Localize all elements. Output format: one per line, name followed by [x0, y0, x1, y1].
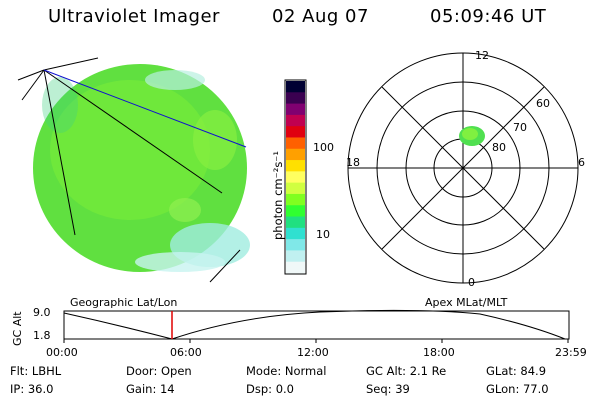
polar-label-6: 6	[578, 156, 585, 169]
colorbar-segment	[286, 227, 305, 240]
polar-plot	[347, 52, 579, 284]
polar-label-0: 0	[468, 276, 475, 289]
timeline-xtick-0600: 06:00	[170, 346, 202, 359]
colorbar-unit-label: photon cm⁻²s⁻¹	[271, 151, 285, 240]
status-ip: IP: 36.0	[10, 382, 54, 396]
status-gc-alt: GC Alt: 2.1 Re	[366, 364, 447, 378]
status-gain: Gain: 14	[126, 382, 175, 396]
image-date: 02 Aug 07	[272, 6, 369, 27]
polar-ring-80: 80	[492, 141, 506, 154]
polar-ring-60: 60	[536, 97, 550, 110]
polar-ring-70: 70	[513, 121, 527, 134]
colorbar-segment	[286, 160, 305, 172]
timeline-xtick-0000: 00:00	[46, 346, 78, 359]
polar-label-12: 12	[475, 49, 489, 62]
status-glon: GLon: 77.0	[486, 382, 549, 396]
status-filter: Flt: LBHL	[10, 364, 62, 378]
polar-aurora-blob	[459, 126, 485, 146]
timeline-xtick-1200: 12:00	[297, 346, 329, 359]
timeline-left-title: Geographic Lat/Lon	[70, 296, 178, 309]
colorbar-segment	[286, 103, 305, 116]
instrument-title: Ultraviolet Imager	[48, 6, 220, 27]
colorbar-segment	[286, 239, 305, 251]
colorbar-segment	[286, 114, 305, 127]
colorbar-tick-100: 100	[313, 141, 334, 154]
colorbar-segment	[286, 261, 305, 274]
color-scale-bar	[286, 81, 305, 274]
timeline-ytick-top: 9.0	[33, 306, 51, 319]
view-lines	[17, 57, 247, 283]
colorbar-segment	[286, 182, 305, 195]
colorbar-segment	[286, 126, 305, 138]
colorbar-segment	[286, 216, 305, 229]
colorbar-segment	[286, 81, 305, 93]
colorbar-segment	[286, 250, 305, 263]
polar-label-18: 18	[346, 156, 360, 169]
colorbar-segment	[286, 171, 305, 184]
status-glat: GLat: 84.9	[486, 364, 547, 378]
timeline-frame	[63, 310, 570, 340]
altitude-curve	[63, 309, 566, 340]
colorbar-segment	[286, 193, 305, 206]
status-mode: Mode: Normal	[246, 364, 327, 378]
colorbar-segment	[286, 92, 305, 105]
status-dsp: Dsp: 0.0	[246, 382, 294, 396]
timeline-right-title: Apex MLat/MLT	[425, 296, 508, 309]
status-seq: Seq: 39	[366, 382, 410, 396]
status-door: Door: Open	[126, 364, 192, 378]
timeline-ytick-bottom: 1.8	[33, 329, 51, 342]
colorbar-tick-10: 10	[316, 228, 330, 241]
colorbar-segment	[286, 205, 305, 218]
uv-earth-image	[33, 64, 250, 272]
colorbar-segment	[286, 148, 305, 161]
image-time: 05:09:46 UT	[430, 6, 547, 27]
colorbar-segment	[286, 137, 305, 150]
timeline-ylabel: GC Alt	[11, 311, 24, 346]
timeline-xtick-2359: 23:59	[555, 346, 587, 359]
timeline-xtick-1800: 18:00	[423, 346, 455, 359]
